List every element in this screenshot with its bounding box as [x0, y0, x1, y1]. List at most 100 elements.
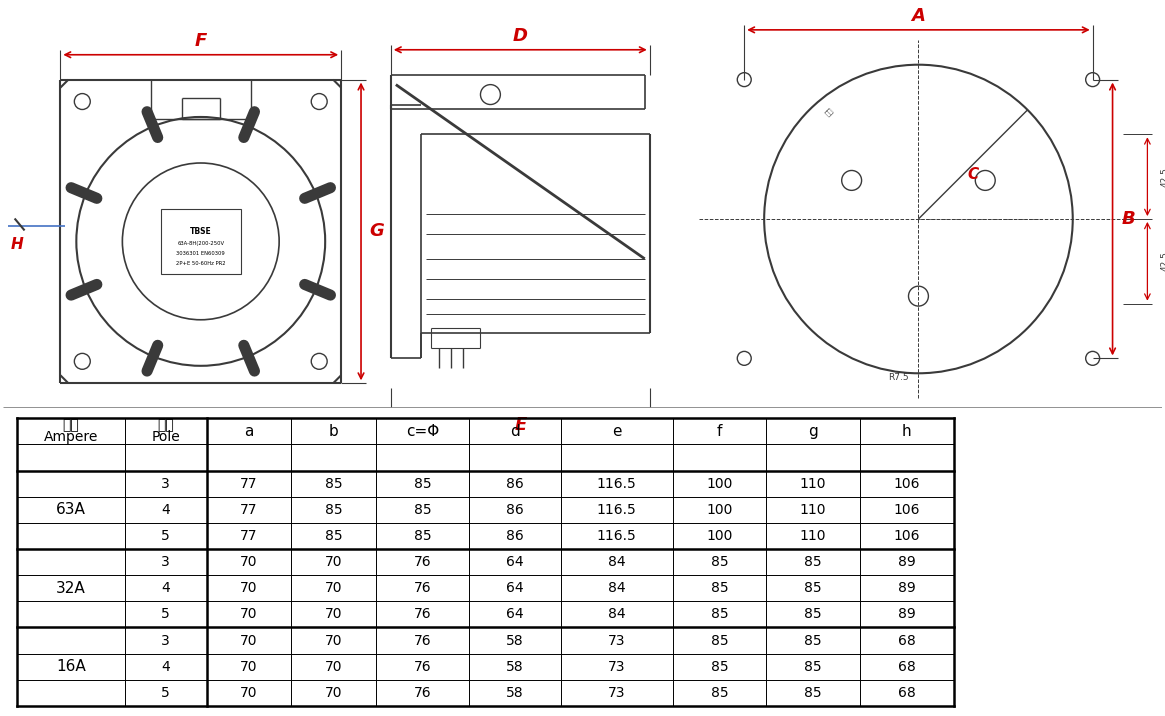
Text: 85: 85 [414, 503, 431, 517]
Text: 73: 73 [608, 686, 626, 700]
Text: 4: 4 [162, 581, 170, 595]
Text: 85: 85 [804, 555, 822, 569]
Text: 73: 73 [608, 659, 626, 674]
Text: 77: 77 [240, 529, 257, 543]
Text: 89: 89 [898, 607, 916, 621]
Text: 77: 77 [240, 503, 257, 517]
Text: 70: 70 [325, 581, 343, 595]
Text: 76: 76 [414, 581, 431, 595]
Text: 70: 70 [325, 659, 343, 674]
Text: A: A [911, 7, 925, 25]
Text: TBSE: TBSE [190, 227, 212, 236]
Text: R7.5: R7.5 [888, 373, 909, 382]
Text: 样品: 样品 [824, 107, 834, 117]
Text: 100: 100 [706, 503, 733, 517]
Text: 85: 85 [804, 686, 822, 700]
Text: 84: 84 [608, 607, 626, 621]
Text: D: D [513, 26, 528, 45]
Text: F: F [195, 32, 207, 50]
Text: 85: 85 [711, 555, 728, 569]
Text: 42.5: 42.5 [1160, 251, 1165, 271]
Text: 5: 5 [162, 529, 170, 543]
Text: 85: 85 [711, 607, 728, 621]
Text: 58: 58 [507, 659, 524, 674]
Text: H: H [10, 237, 23, 252]
Text: 70: 70 [325, 607, 343, 621]
Text: 64: 64 [507, 555, 524, 569]
Text: 70: 70 [325, 634, 343, 647]
Text: 68: 68 [898, 659, 916, 674]
Text: 3: 3 [162, 477, 170, 490]
Text: 73: 73 [608, 634, 626, 647]
Text: d: d [510, 424, 520, 439]
Text: 106: 106 [894, 477, 920, 490]
Text: 89: 89 [898, 555, 916, 569]
Text: Pole: Pole [151, 430, 181, 444]
Text: 86: 86 [507, 477, 524, 490]
Text: 106: 106 [894, 503, 920, 517]
Text: 2P+E 50-60Hz PR2: 2P+E 50-60Hz PR2 [176, 261, 226, 266]
Text: 110: 110 [800, 503, 826, 517]
Text: Ampere: Ampere [44, 430, 98, 444]
Text: 84: 84 [608, 581, 626, 595]
Text: 70: 70 [240, 634, 257, 647]
Text: 64: 64 [507, 607, 524, 621]
Text: 85: 85 [711, 581, 728, 595]
Text: 5: 5 [162, 686, 170, 700]
Text: 70: 70 [240, 581, 257, 595]
Text: 70: 70 [240, 659, 257, 674]
Text: 3036301 EN60309: 3036301 EN60309 [176, 251, 225, 256]
Text: 58: 58 [507, 686, 524, 700]
Text: 安培: 安培 [63, 419, 79, 432]
Text: 58: 58 [507, 634, 524, 647]
Text: 85: 85 [414, 477, 431, 490]
Text: 4: 4 [162, 659, 170, 674]
Text: g: g [809, 424, 818, 439]
Text: 100: 100 [706, 477, 733, 490]
Text: 85: 85 [711, 634, 728, 647]
Text: 86: 86 [507, 503, 524, 517]
Text: G: G [369, 223, 384, 241]
Text: C: C [968, 167, 979, 182]
Text: 76: 76 [414, 555, 431, 569]
Text: 85: 85 [414, 529, 431, 543]
Text: a: a [245, 424, 254, 439]
Text: 68: 68 [898, 686, 916, 700]
Text: 89: 89 [898, 581, 916, 595]
Text: c=Φ: c=Φ [407, 424, 439, 439]
Text: 116.5: 116.5 [596, 529, 636, 543]
Text: E: E [514, 416, 527, 434]
Text: 68: 68 [898, 634, 916, 647]
Text: b: b [329, 424, 339, 439]
Text: B: B [1122, 210, 1136, 228]
Text: 5: 5 [162, 607, 170, 621]
Text: 85: 85 [711, 686, 728, 700]
Text: 86: 86 [507, 529, 524, 543]
Text: 85: 85 [325, 529, 343, 543]
Text: 63A: 63A [56, 502, 86, 517]
Text: 76: 76 [414, 686, 431, 700]
Text: 116.5: 116.5 [596, 503, 636, 517]
Text: 85: 85 [804, 607, 822, 621]
Text: 70: 70 [240, 686, 257, 700]
Text: 42.5: 42.5 [1160, 168, 1165, 187]
Text: 77: 77 [240, 477, 257, 490]
Text: 64: 64 [507, 581, 524, 595]
Text: 70: 70 [240, 555, 257, 569]
Text: f: f [716, 424, 722, 439]
Text: e: e [612, 424, 621, 439]
Text: 84: 84 [608, 555, 626, 569]
Text: 16A: 16A [56, 659, 86, 674]
Text: 76: 76 [414, 607, 431, 621]
Text: 32A: 32A [56, 581, 86, 596]
Text: 70: 70 [325, 686, 343, 700]
Text: 极数: 极数 [157, 419, 174, 432]
Text: 100: 100 [706, 529, 733, 543]
Text: 85: 85 [711, 659, 728, 674]
Text: 76: 76 [414, 659, 431, 674]
Text: 4: 4 [162, 503, 170, 517]
Text: 70: 70 [325, 555, 343, 569]
Text: 3: 3 [162, 555, 170, 569]
Text: 3: 3 [162, 634, 170, 647]
Text: 106: 106 [894, 529, 920, 543]
